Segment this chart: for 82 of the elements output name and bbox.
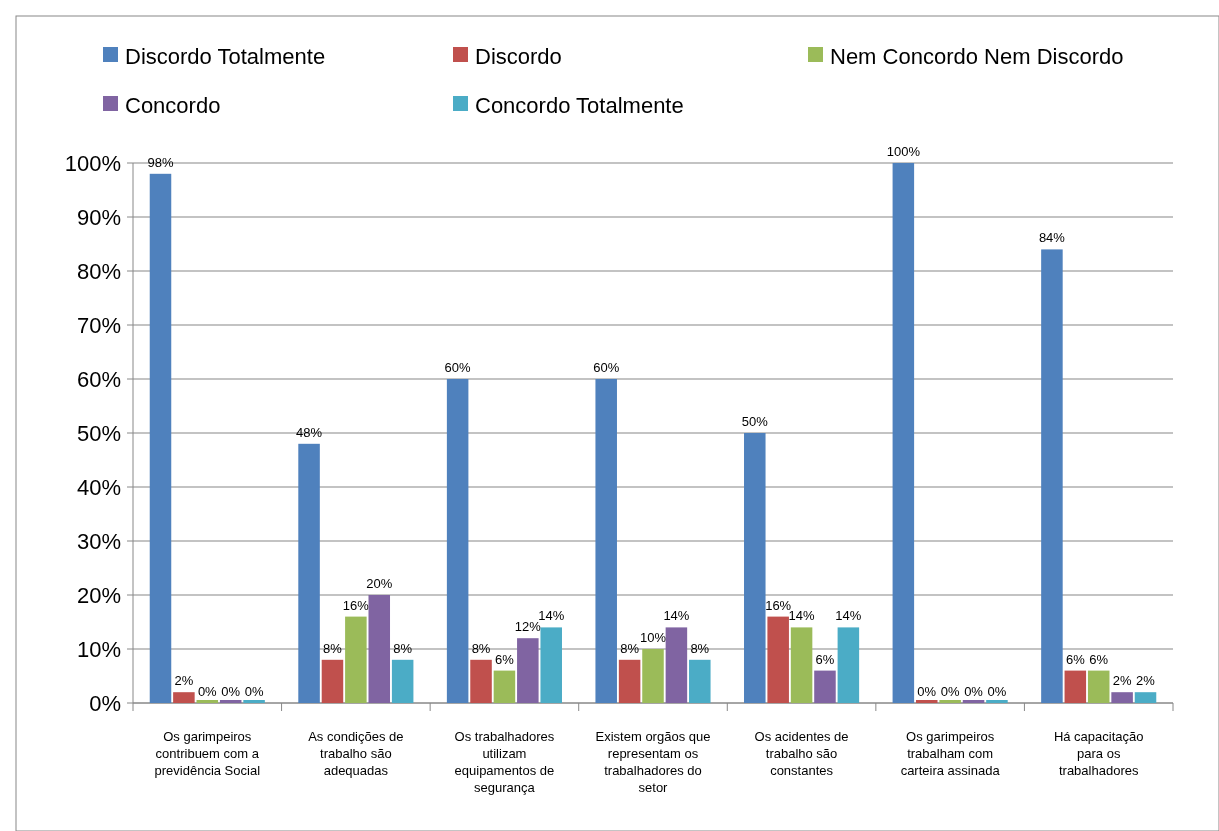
bar: [298, 443, 320, 703]
bar: [517, 638, 539, 703]
bar: [892, 163, 915, 703]
legend-label: Concordo: [125, 92, 221, 118]
data-label: 0%: [221, 684, 241, 699]
bar: [1064, 670, 1087, 703]
bar: [689, 659, 711, 703]
y-tick-label: 20%: [76, 582, 121, 608]
y-tick-label: 70%: [76, 312, 121, 338]
bar: [368, 595, 391, 703]
bar: [1087, 670, 1110, 703]
data-label: 16%: [342, 597, 370, 613]
data-label: 98%: [147, 154, 174, 170]
data-label: 10%: [639, 630, 667, 645]
data-label: 8%: [393, 640, 413, 656]
bar: [540, 627, 562, 703]
data-label: 20%: [366, 576, 393, 591]
data-label: 50%: [741, 414, 769, 429]
bar: [149, 173, 172, 703]
x-tick-label: As condições de trabalho são adequadas: [308, 729, 404, 778]
data-label: 2%: [1112, 673, 1132, 689]
bar: [618, 659, 641, 703]
data-label: 60%: [593, 360, 620, 375]
bar: [321, 659, 344, 703]
bar: [790, 627, 813, 703]
y-tick-label: 60%: [76, 366, 121, 392]
bar: [642, 649, 664, 703]
data-label: 8%: [471, 640, 491, 656]
bar: [173, 692, 195, 703]
y-tick-label: 30%: [76, 528, 121, 554]
y-tick-label: 100%: [64, 150, 121, 176]
y-tick-label: 50%: [76, 420, 121, 446]
bar: [744, 433, 766, 703]
bar: [1041, 249, 1063, 703]
bar: [470, 659, 492, 703]
x-tick-label: Há capacitação para os trabalhadores: [1053, 729, 1144, 778]
legend-label: Discordo: [475, 43, 562, 69]
x-tick-label: Os trabalhadores utilizam equipamentos de segurança: [454, 729, 555, 795]
bar: [1134, 692, 1157, 703]
y-tick-label: 80%: [76, 258, 121, 284]
data-label: 8%: [690, 640, 710, 656]
legend-label: Concordo Totalmente: [475, 92, 684, 118]
x-tick-label: Os garimpeiros trabalham com carteira assinada: [900, 729, 1001, 778]
data-label: 6%: [495, 651, 515, 667]
y-tick-label: 40%: [76, 474, 121, 500]
data-label: 0%: [917, 684, 937, 699]
data-label: 6%: [815, 651, 835, 667]
data-label: 0%: [987, 684, 1007, 699]
data-label: 48%: [296, 424, 323, 440]
data-label: 60%: [444, 360, 472, 375]
data-label: 0%: [197, 684, 218, 699]
bar: [665, 627, 688, 703]
data-label: 14%: [835, 608, 862, 624]
bar: [446, 379, 469, 703]
data-label: 2%: [174, 673, 194, 689]
data-label: 0%: [940, 684, 960, 699]
x-tick-label: Os garimpeiros contribuem com a previdência Social: [154, 729, 261, 778]
legend-label: Nem Concordo Nem Discordo: [830, 43, 1124, 69]
data-label: 6%: [1065, 651, 1086, 667]
bar: [595, 379, 617, 703]
y-tick-label: 90%: [76, 204, 121, 230]
x-tick-label: Existem orgãos que representam os trabalhadores do setor: [595, 729, 711, 795]
data-label: 2%: [1136, 673, 1156, 689]
data-label: 0%: [964, 684, 984, 699]
bar: [814, 670, 836, 703]
bar: [767, 616, 789, 703]
data-label: 8%: [323, 640, 343, 656]
legend-label: Discordo Totalmente: [125, 43, 326, 69]
bar: [493, 670, 516, 703]
y-tick-label: 0%: [89, 690, 121, 716]
bar: [837, 627, 860, 703]
y-tick-label: 10%: [76, 636, 121, 662]
bar: [1111, 692, 1133, 703]
data-label: 14%: [663, 608, 690, 624]
bar: [345, 616, 367, 703]
bar: [391, 659, 414, 703]
data-label: 8%: [620, 640, 640, 656]
data-label: 100%: [886, 144, 921, 159]
data-label: 84%: [1038, 230, 1066, 246]
x-tick-label: Os acidentes de trabalho são constantes: [754, 729, 849, 778]
data-label: 6%: [1089, 651, 1109, 667]
data-label: 0%: [244, 684, 264, 699]
